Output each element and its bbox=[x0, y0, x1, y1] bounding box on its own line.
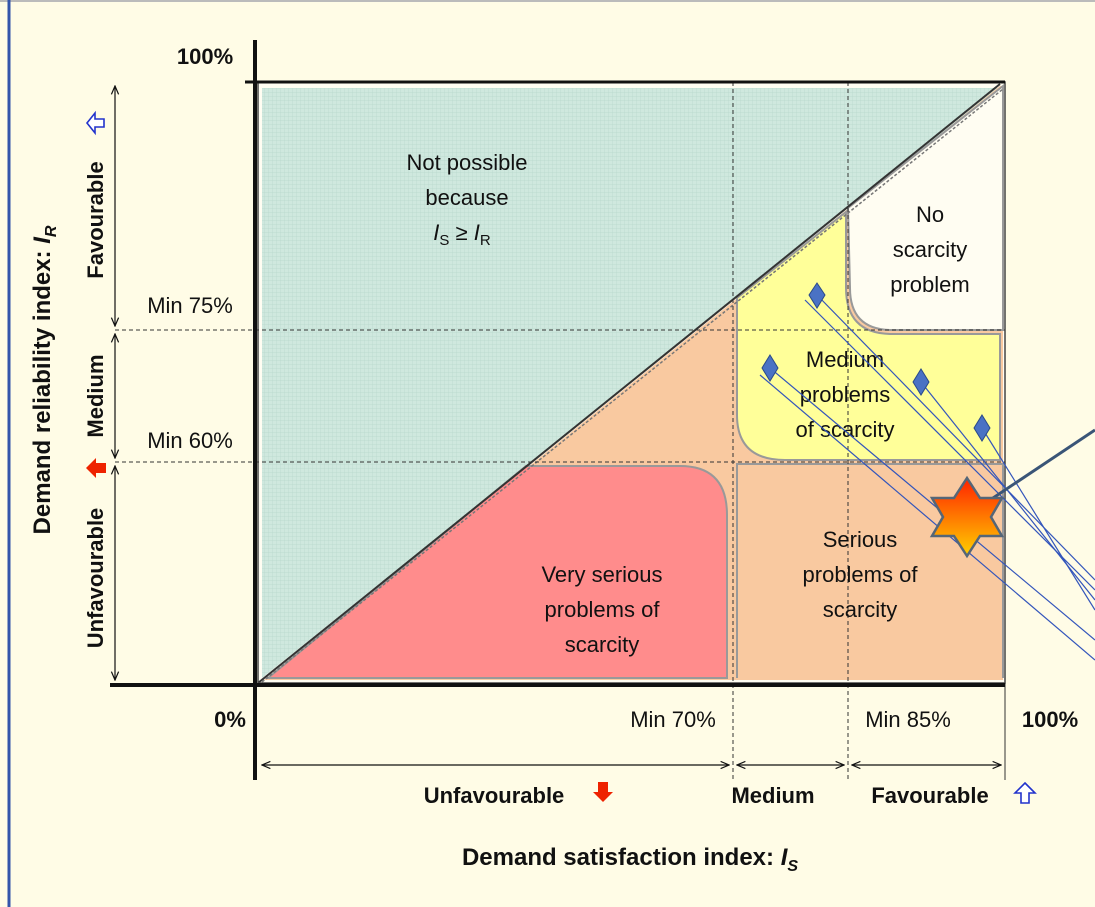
y-band-label: Medium bbox=[83, 354, 108, 437]
star-marker bbox=[929, 475, 1005, 559]
region-formula: IS ≥ IR bbox=[433, 220, 491, 249]
serious-border bbox=[736, 463, 1004, 678]
x-band-label: Unfavourable bbox=[424, 783, 565, 808]
x-right-label: 100% bbox=[1022, 707, 1078, 732]
y-band-label: Unfavourable bbox=[83, 508, 108, 649]
x-min70-label: Min 70% bbox=[630, 707, 716, 732]
pointer-lines bbox=[759, 294, 1095, 661]
favourable-icon bbox=[1013, 781, 1037, 804]
guides bbox=[115, 82, 1006, 780]
favourable-icon bbox=[85, 110, 105, 136]
markers bbox=[761, 282, 991, 442]
region-label: Serious bbox=[823, 527, 898, 552]
region-label: scarcity bbox=[823, 597, 898, 622]
region-label: Not possible bbox=[406, 150, 527, 175]
y-top-label: 100% bbox=[177, 44, 233, 69]
region-label: Very serious bbox=[541, 562, 662, 587]
y-title: Demand reliability index: IR bbox=[29, 225, 60, 534]
diagonal bbox=[257, 83, 1001, 684]
very-serious-region bbox=[265, 465, 728, 679]
region-label: because bbox=[425, 185, 508, 210]
no-scarcity-region bbox=[846, 83, 1004, 331]
region-label: of scarcity bbox=[795, 417, 894, 442]
y-band-label: Favourable bbox=[83, 161, 108, 278]
x-title: Demand satisfaction index: IS bbox=[462, 844, 798, 875]
region-label: problems of bbox=[545, 597, 661, 622]
region-label: scarcity bbox=[565, 632, 640, 657]
y-min75-label: Min 75% bbox=[147, 293, 233, 318]
y-min60-label: Min 60% bbox=[147, 428, 233, 453]
region-label: No bbox=[916, 202, 944, 227]
origin-label: 0% bbox=[214, 707, 246, 732]
star-pointer bbox=[989, 428, 1095, 502]
unfavourable-icon bbox=[593, 782, 613, 802]
region-label: problems of bbox=[803, 562, 919, 587]
diagonal-shade bbox=[261, 88, 1004, 683]
x-band-label: Favourable bbox=[871, 783, 988, 808]
region-label: Medium bbox=[806, 347, 884, 372]
unfavourable-icon bbox=[86, 458, 106, 478]
region-label: scarcity bbox=[893, 237, 968, 262]
region-labels: Not possible because IS ≥ IR No scarcity… bbox=[406, 150, 969, 657]
x-band-label: Medium bbox=[731, 783, 814, 808]
x-min85-label: Min 85% bbox=[865, 707, 951, 732]
region-label: problem bbox=[890, 272, 969, 297]
region-label: problems bbox=[800, 382, 890, 407]
